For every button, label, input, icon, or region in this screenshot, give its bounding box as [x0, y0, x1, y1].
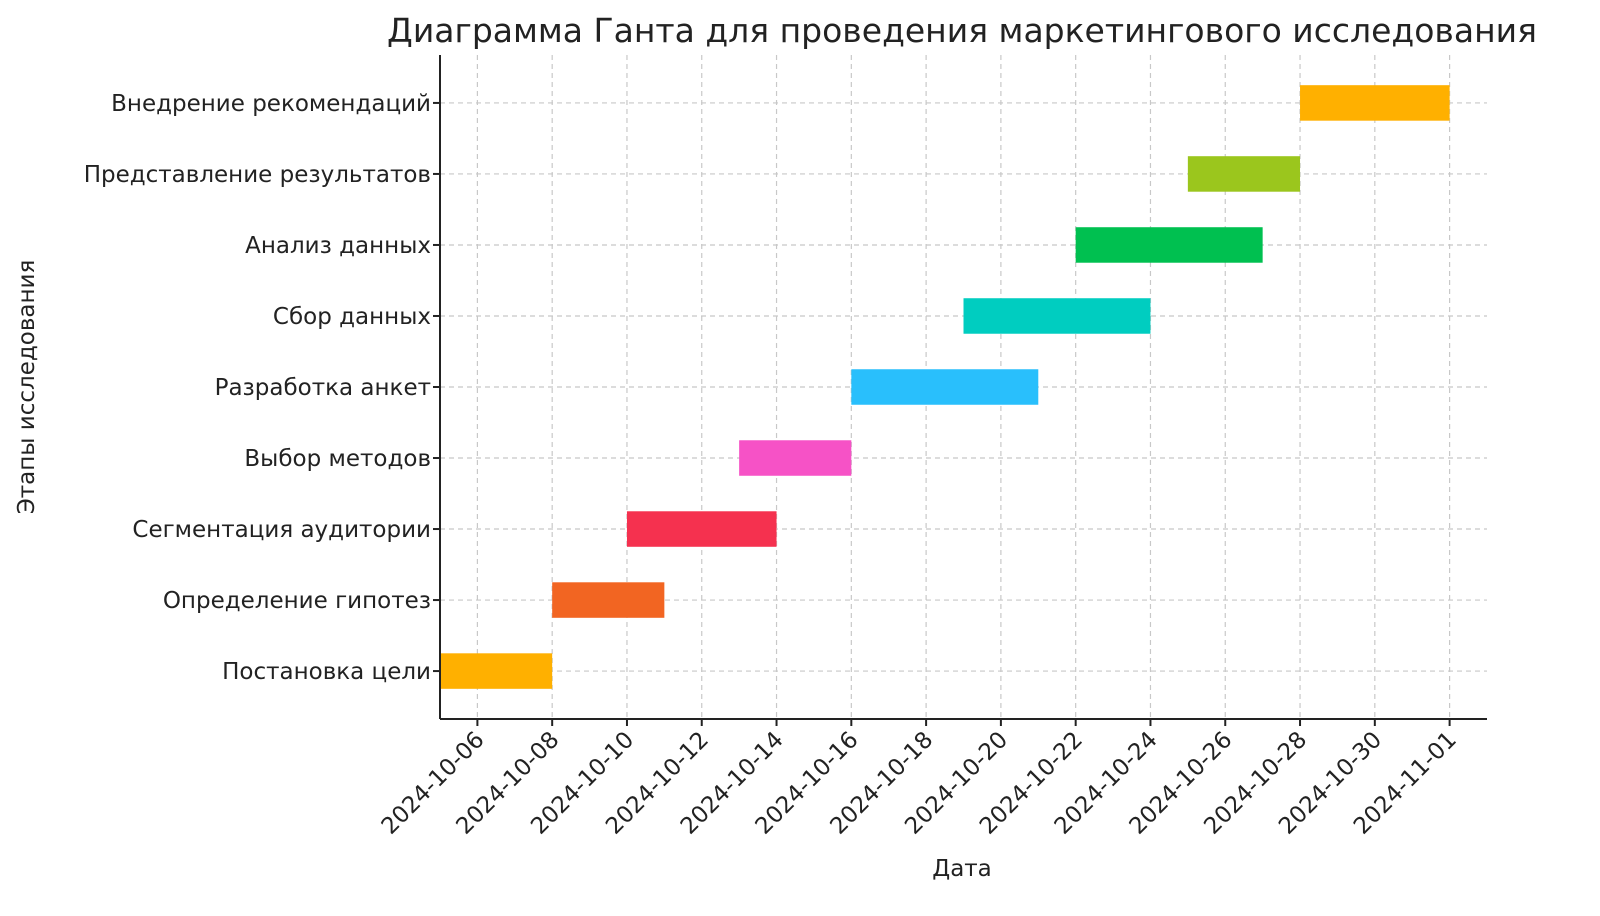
bar [739, 440, 852, 476]
bar [1187, 156, 1301, 192]
bar [552, 582, 665, 618]
y-tick-label: Разработка анкет [215, 375, 431, 401]
y-axis-label: Этапы исследования [14, 260, 40, 515]
y-tick-label: Сегментация аудитории [132, 517, 431, 543]
y-tick-label: Представление результатов [84, 162, 431, 188]
bar [1075, 227, 1263, 263]
bar [963, 298, 1151, 334]
bar [626, 511, 777, 547]
bar [1300, 85, 1450, 121]
y-tick-label: Внедрение рекомендаций [111, 91, 431, 117]
y-tick-label: Анализ данных [245, 233, 431, 259]
bar [440, 653, 553, 689]
bar [851, 369, 1039, 405]
y-tick-label: Определение гипотез [163, 588, 431, 614]
x-axis-label: Дата [932, 856, 992, 882]
chart-title: Диаграмма Ганта для проведения маркетинг… [387, 11, 1537, 50]
y-tick-label: Выбор методов [244, 446, 431, 472]
y-tick-label: Постановка цели [222, 659, 431, 685]
y-tick-label: Сбор данных [273, 304, 431, 330]
